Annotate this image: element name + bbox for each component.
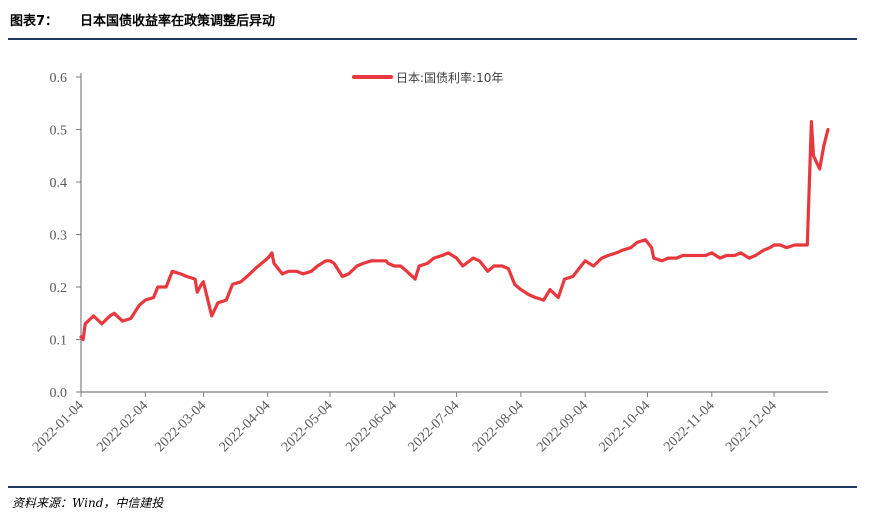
x-axis-ticks: 2022-01-04 2022-02-04 2022-03-04 2022-04-04… (30, 392, 780, 455)
x-tick-label: 2022-05-04 (279, 398, 336, 455)
y-tick-label: 0.1 (50, 334, 68, 349)
chart-series (79, 119, 830, 342)
x-tick-label: 2022-01-04 (30, 398, 87, 455)
y-tick-label: 0.0 (50, 386, 68, 401)
legend-label: 日本:国债利率:10年 (396, 70, 503, 85)
figure-number: 图表7： (10, 14, 59, 29)
x-tick-label: 2022-12-04 (723, 398, 780, 455)
series-line (79, 119, 830, 342)
x-tick-label: 2022-04-04 (217, 398, 274, 455)
x-tick-label: 2022-08-04 (470, 398, 527, 455)
figure-title-text: 日本国债收益率在政策调整后异动 (80, 14, 276, 29)
chart-axes (80, 73, 828, 393)
y-tick-label: 0.4 (50, 176, 68, 191)
bottom-rule (8, 486, 857, 488)
y-tick-label: 0.6 (50, 71, 68, 86)
chart-legend: 日本:国债利率:10年 (352, 70, 503, 85)
figure-title: 图表7： 日本国债收益率在政策调整后异动 (10, 10, 275, 29)
y-tick-label: 0.2 (50, 281, 68, 296)
x-tick-label: 2022-11-04 (661, 398, 717, 454)
y-tick-label: 0.3 (50, 229, 68, 244)
x-tick-label: 2022-10-04 (597, 398, 654, 455)
top-rule (8, 38, 857, 40)
x-tick-label: 2022-03-04 (152, 398, 209, 455)
source-note: 资料来源：Wind，中信建投 (12, 496, 164, 510)
x-tick-label: 2022-07-04 (406, 398, 463, 455)
x-tick-label: 2022-02-04 (94, 398, 151, 455)
y-tick-label: 0.5 (50, 124, 68, 139)
x-tick-label: 2022-09-04 (534, 398, 591, 455)
x-tick-label: 2022-06-04 (343, 398, 400, 455)
y-axis-ticks: 0.0 0.1 0.2 0.3 0.4 0.5 0.6 (50, 71, 81, 401)
